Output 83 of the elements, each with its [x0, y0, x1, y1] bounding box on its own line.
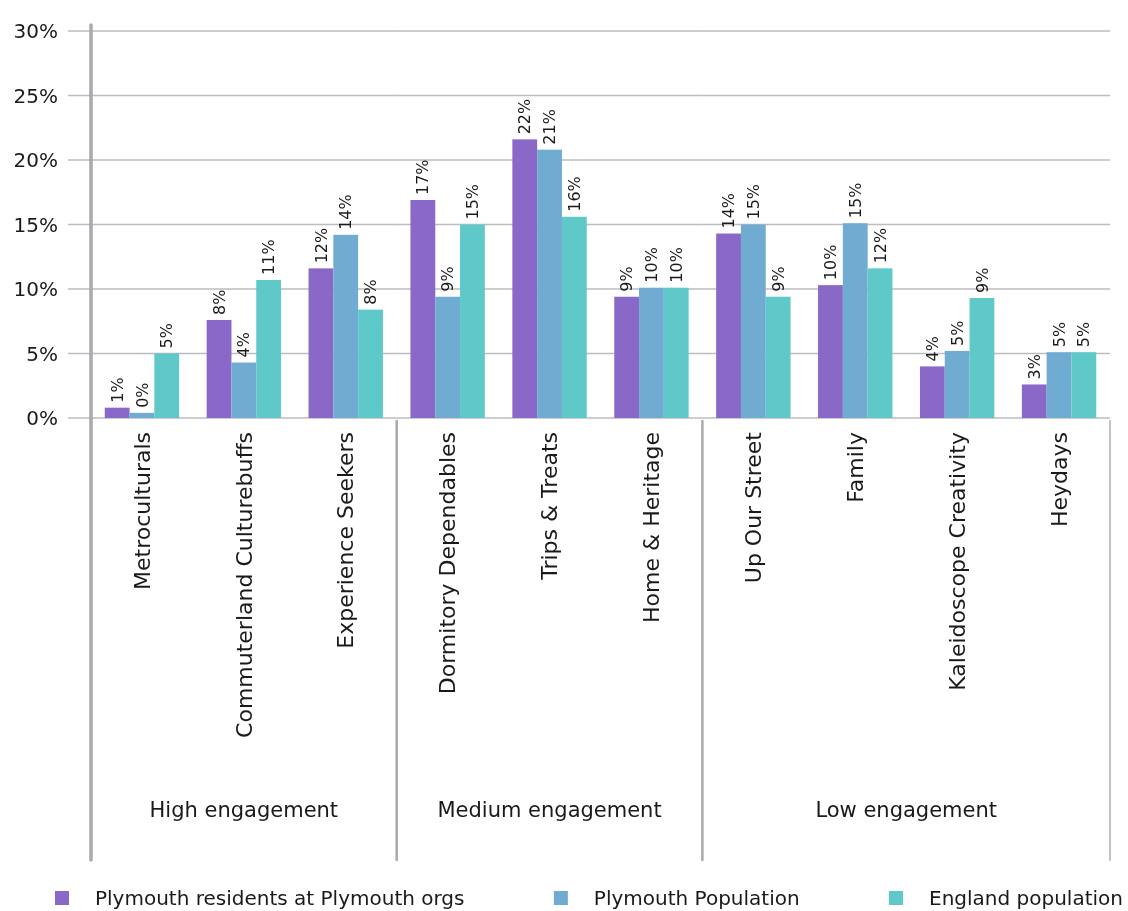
- bar: [358, 309, 383, 418]
- data-label: 11%: [259, 239, 279, 275]
- x-axis-title: Low engagement: [815, 798, 998, 823]
- bar: [410, 199, 436, 418]
- data-label: 15%: [845, 182, 865, 219]
- bar: [460, 224, 485, 418]
- data-label: 5%: [1049, 321, 1069, 348]
- bar: [561, 216, 587, 418]
- bar: [435, 296, 461, 418]
- data-label: 16%: [564, 176, 584, 212]
- bar: [969, 298, 995, 418]
- x-tick-label: Metroculturals: [129, 432, 155, 590]
- data-label: 0%: [132, 382, 152, 408]
- data-label: 8%: [361, 279, 381, 305]
- bar: [639, 287, 664, 418]
- bar: [842, 223, 868, 418]
- data-label: 9%: [617, 266, 637, 292]
- bar: [765, 296, 791, 418]
- data-label: 1%: [107, 377, 127, 403]
- bar: [1021, 384, 1047, 418]
- data-label: 12%: [311, 227, 331, 264]
- data-label: 15%: [463, 183, 483, 220]
- x-tick-label: Kaleidoscope Creativity: [944, 432, 970, 691]
- data-label: 10%: [821, 244, 841, 281]
- data-label: 3%: [1024, 354, 1044, 380]
- y-tick-label: 5%: [26, 341, 58, 366]
- x-tick-label: Family: [842, 432, 868, 503]
- bar: [716, 233, 741, 418]
- data-label: 17%: [413, 159, 433, 195]
- bar: [256, 279, 282, 418]
- bar: [154, 353, 180, 418]
- x-tick-label: Heydays: [1046, 432, 1072, 528]
- data-label: 10%: [666, 247, 686, 283]
- data-label: 12%: [870, 227, 890, 264]
- bar: [1071, 352, 1097, 418]
- bar: [663, 287, 689, 418]
- data-label: 4%: [234, 332, 254, 358]
- data-label: 14%: [336, 194, 356, 230]
- x-axis-title: High engagement: [149, 798, 339, 823]
- y-tick-label: 30%: [13, 19, 58, 43]
- data-label: 14%: [719, 192, 739, 229]
- y-tick-label: 10%: [13, 277, 58, 301]
- data-label: 5%: [1074, 321, 1094, 348]
- data-label: 5%: [947, 320, 967, 346]
- x-axis-title: Medium engagement: [437, 798, 662, 823]
- x-tick-label: Dormitory Dependables: [435, 432, 461, 695]
- bar: [818, 285, 843, 418]
- x-tick-label: Experience Seekers: [333, 432, 359, 649]
- bar: [944, 350, 970, 418]
- bar: [867, 268, 893, 418]
- data-label: 21%: [540, 109, 560, 145]
- bar: [129, 412, 155, 418]
- y-tick-label: 0%: [26, 406, 58, 430]
- bar: [537, 149, 562, 418]
- bar: [919, 366, 945, 418]
- data-label: 15%: [743, 183, 763, 220]
- x-tick-label: Trips & Treats: [537, 432, 563, 581]
- y-tick-label: 25%: [13, 83, 58, 108]
- data-label: 9%: [768, 266, 788, 292]
- x-tick-label: Home & Heritage: [639, 432, 665, 623]
- bar: [206, 319, 232, 418]
- x-tick-label: Commuterland Culturebuffs: [231, 432, 257, 738]
- data-label: 9%: [438, 266, 458, 292]
- bar: [512, 139, 538, 418]
- bar: [308, 268, 334, 418]
- bar: [740, 224, 766, 418]
- data-label: 5%: [157, 323, 177, 349]
- data-label: 4%: [922, 336, 942, 362]
- data-label: 9%: [972, 267, 992, 294]
- y-tick-label: 20%: [13, 148, 58, 172]
- legend-label: Plymouth residents at Plymouth orgs: [95, 886, 465, 910]
- legend-label: Plymouth Population: [593, 886, 800, 910]
- bar: [1046, 352, 1072, 418]
- bar: [333, 234, 359, 418]
- y-tick-label: 15%: [13, 212, 58, 237]
- x-tick-label: Up Our Street: [741, 431, 767, 584]
- bar: [104, 407, 130, 418]
- bar: [231, 362, 257, 418]
- data-label: 10%: [642, 247, 662, 283]
- bar: [614, 296, 640, 418]
- data-label: 22%: [515, 98, 535, 135]
- legend-label: England population: [929, 886, 1123, 910]
- data-label: 8%: [209, 289, 229, 315]
